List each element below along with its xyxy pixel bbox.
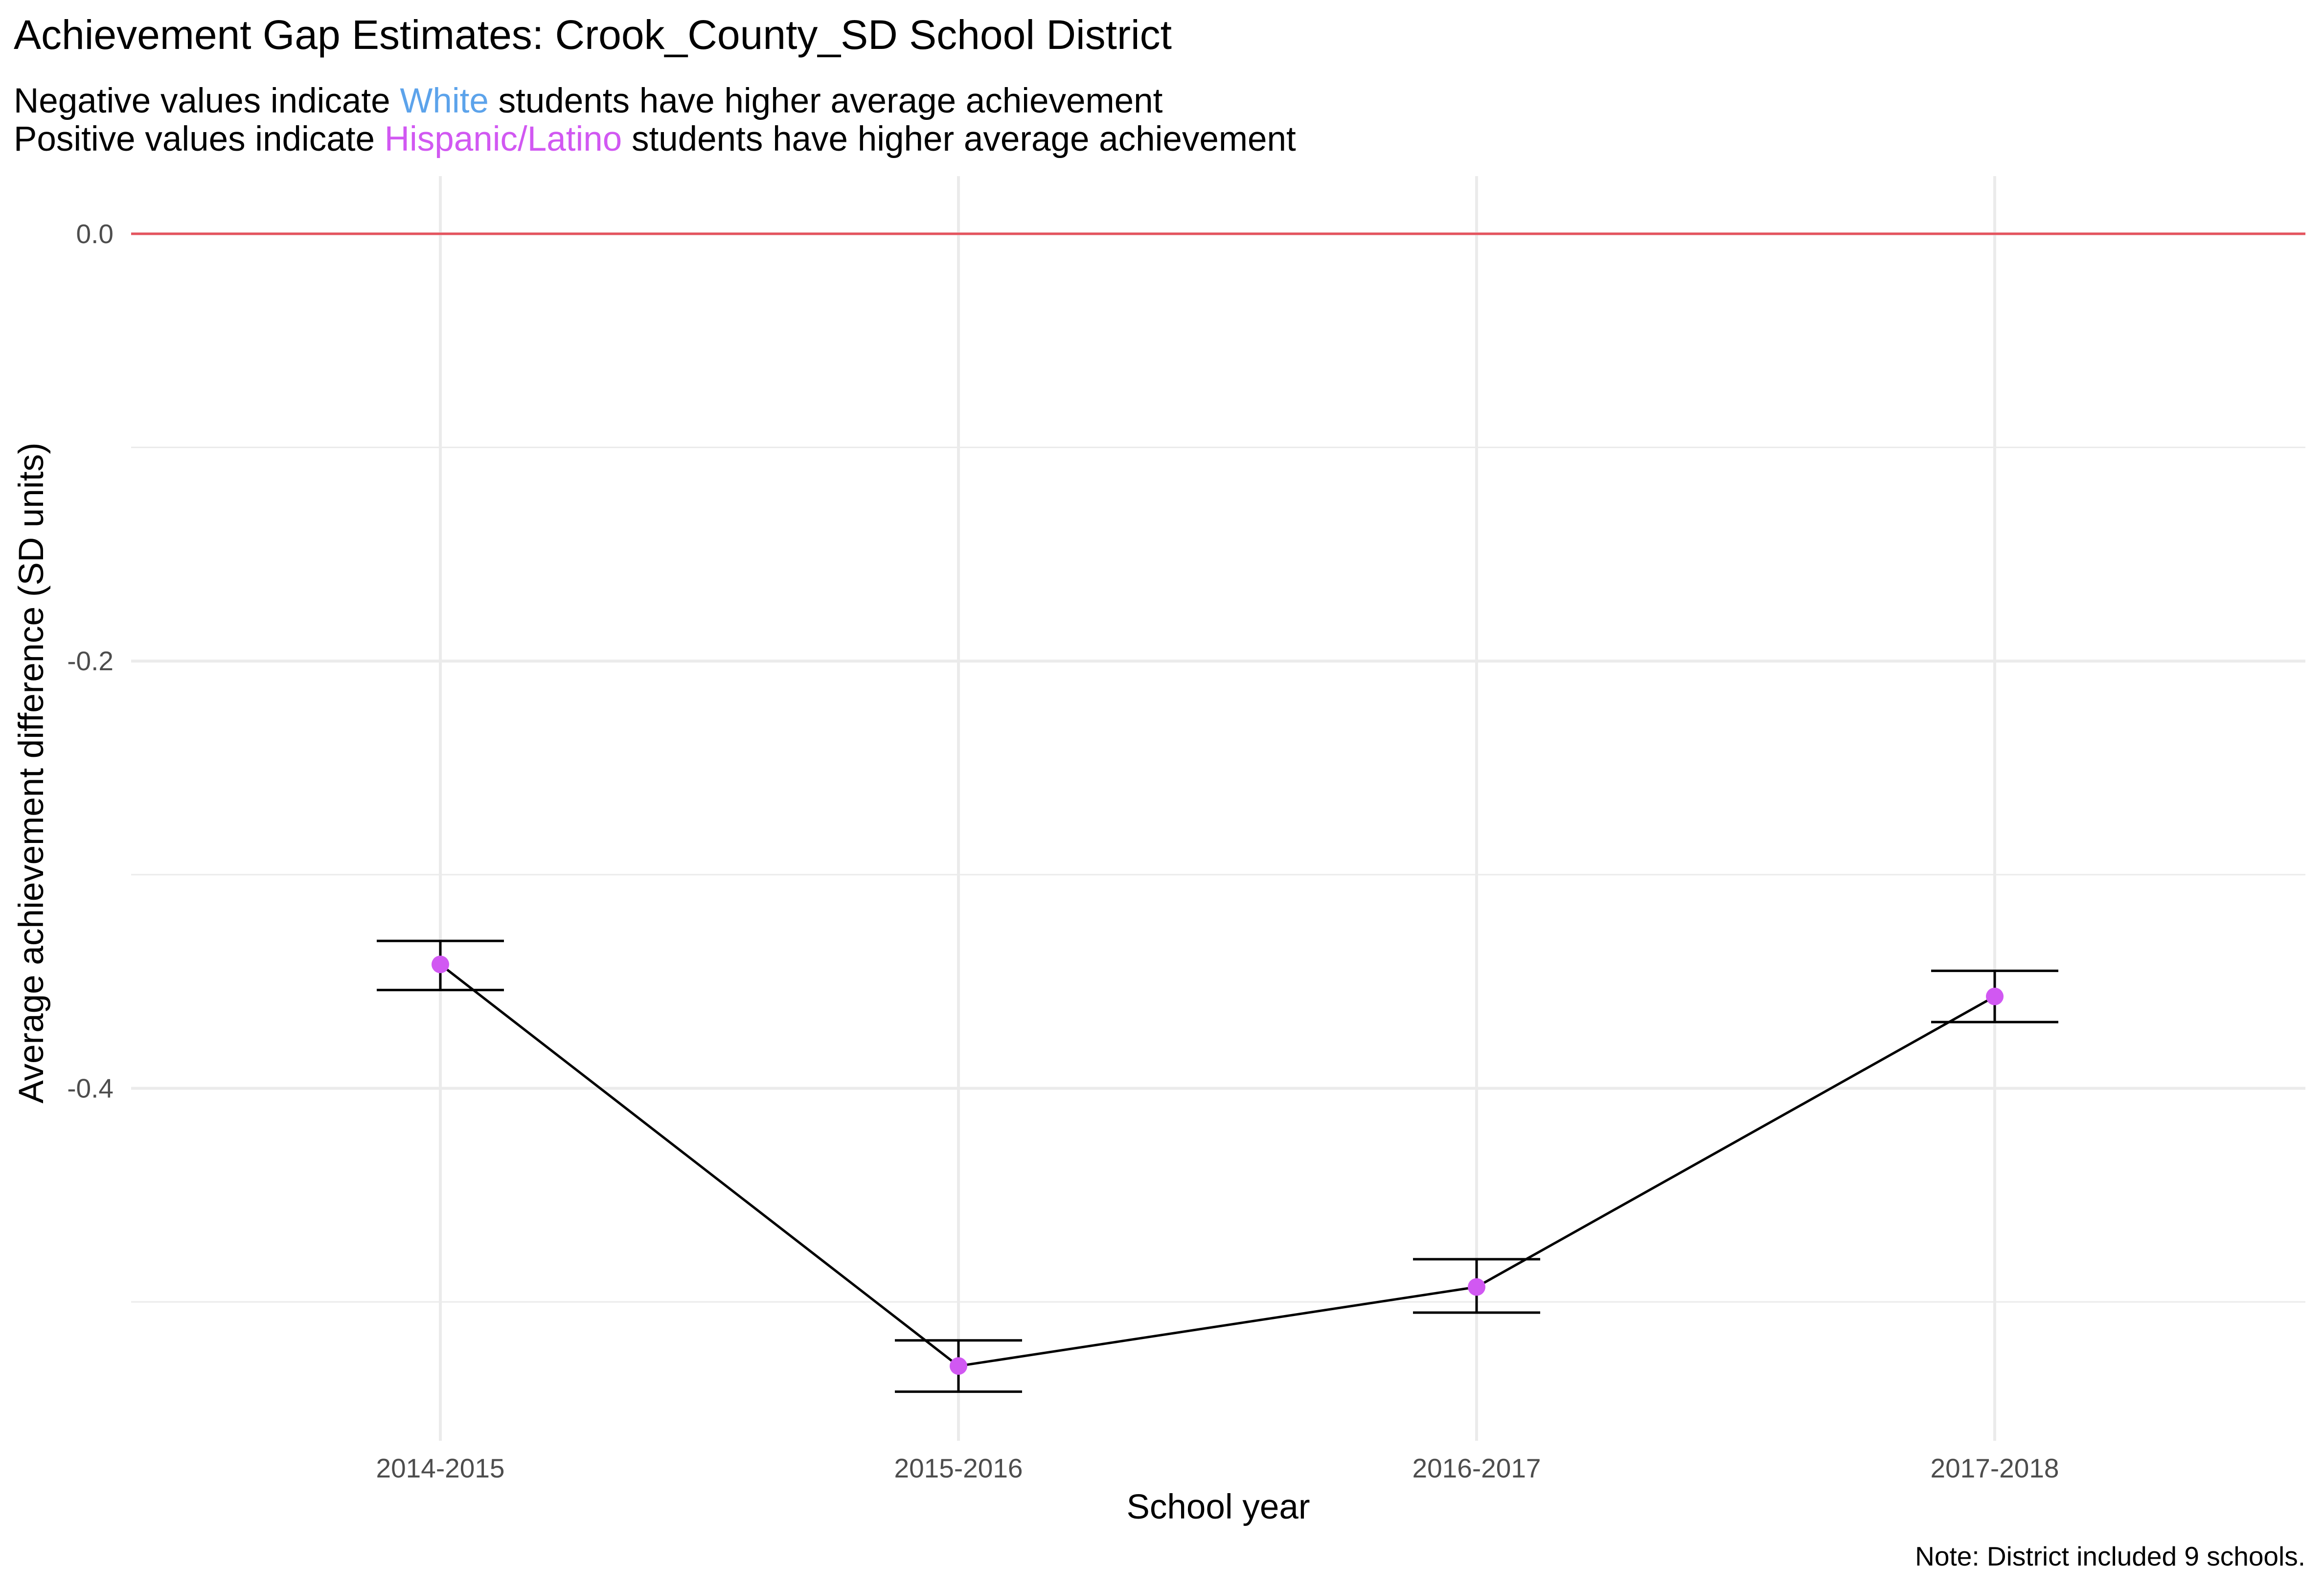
- major-gridlines: [131, 176, 2305, 1441]
- subtitle-hispanic-label: Hispanic/Latino: [385, 120, 622, 159]
- x-tick-label: 2015-2016: [894, 1453, 1023, 1483]
- data-point: [1468, 1278, 1485, 1296]
- error-bars: [377, 939, 2058, 1393]
- subtitle-1-suffix: students have higher average achievement: [489, 82, 1163, 120]
- subtitle-line-2: Positive values indicate Hispanic/Latino…: [14, 120, 1296, 159]
- subtitle-2-suffix: students have higher average achievement: [622, 120, 1296, 159]
- subtitle-line-1: Negative values indicate White students …: [14, 82, 1163, 120]
- y-axis-title: Average achievement difference (SD units…: [12, 442, 51, 1103]
- subtitle-2-prefix: Positive values indicate: [14, 120, 385, 159]
- chart-title: Achievement Gap Estimates: Crook_County_…: [14, 12, 1172, 58]
- series-line: [439, 963, 1996, 1367]
- caption-note: Note: District included 9 schools.: [1915, 1541, 2305, 1571]
- data-point: [1986, 987, 2004, 1005]
- subtitle-1-prefix: Negative values indicate: [14, 82, 400, 120]
- data-point: [950, 1357, 967, 1375]
- x-axis-ticks: 2014-2015 2015-2016 2016-2017 2017-2018: [376, 1453, 2059, 1483]
- minor-gridlines: [131, 447, 2305, 1303]
- x-tick-label: 2016-2017: [1412, 1453, 1541, 1483]
- subtitle-white-label: White: [400, 82, 489, 120]
- data-point: [432, 955, 449, 974]
- y-tick-label: 0.0: [76, 219, 114, 249]
- data-series: [432, 955, 2004, 1375]
- x-tick-label: 2017-2018: [1930, 1453, 2059, 1483]
- x-tick-label: 2014-2015: [376, 1453, 504, 1483]
- y-axis-ticks: 0.0 -0.2 -0.4: [67, 219, 114, 1104]
- x-axis-title: School year: [1127, 1488, 1310, 1526]
- y-tick-label: -0.2: [67, 646, 114, 676]
- y-tick-label: -0.4: [67, 1073, 114, 1104]
